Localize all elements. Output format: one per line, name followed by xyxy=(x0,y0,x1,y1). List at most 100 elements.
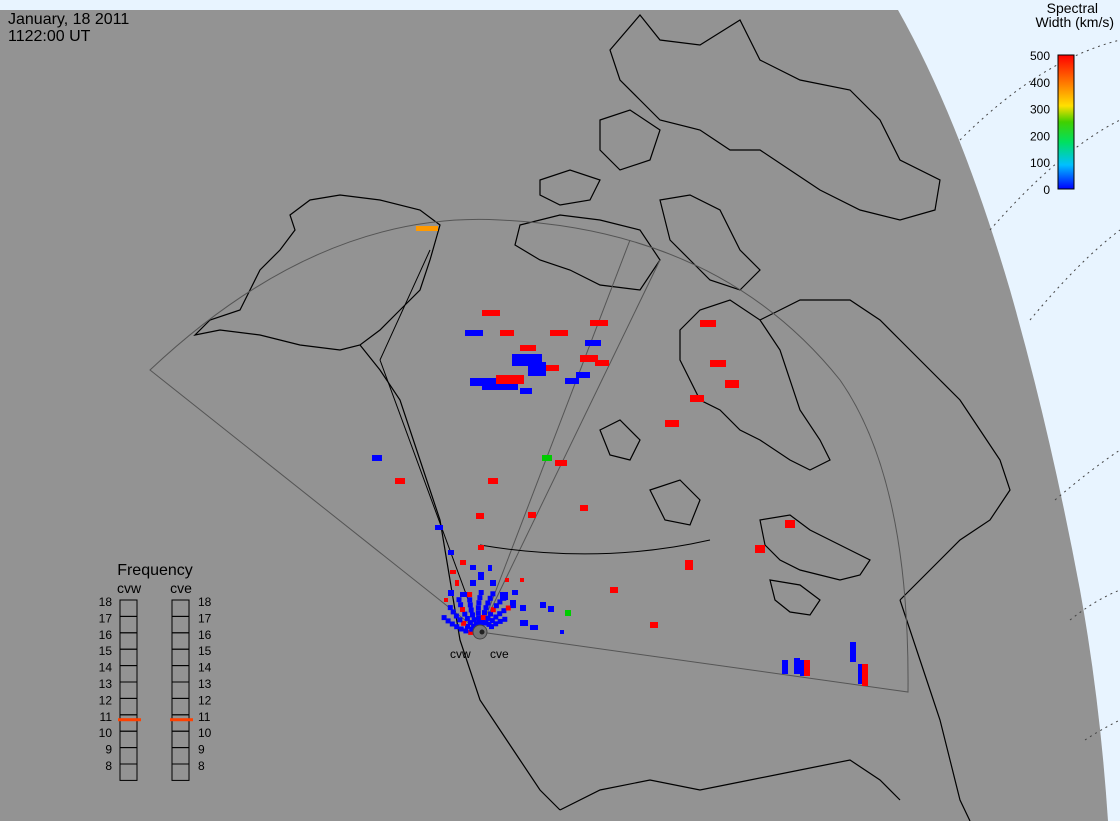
scatter-cell xyxy=(464,616,470,621)
scatter-cell xyxy=(456,597,462,603)
colorbar-tick-label: 300 xyxy=(1030,103,1050,117)
radar-site-dot xyxy=(479,629,485,635)
scatter-cell xyxy=(488,611,493,617)
scatter-cell xyxy=(610,587,618,593)
colorbar-tick-label: 400 xyxy=(1030,76,1050,90)
scatter-cell xyxy=(467,620,473,626)
scatter-cell xyxy=(565,610,571,616)
scatter-cell xyxy=(450,570,456,574)
scatter-cell xyxy=(794,658,800,674)
colorbar-title-line1: Spectral xyxy=(1047,0,1098,16)
scatter-cell xyxy=(448,590,454,596)
scatter-cell xyxy=(470,612,475,618)
frequency-col-cvw: cvw xyxy=(117,580,142,596)
scatter-cell xyxy=(685,560,693,570)
scatter-cell xyxy=(550,330,568,336)
scatter-cell xyxy=(580,505,588,511)
scatter-cell xyxy=(490,607,496,613)
scatter-cell xyxy=(465,623,470,629)
frequency-tick-right: 13 xyxy=(198,677,212,691)
scatter-cell xyxy=(545,365,559,371)
scatter-cell xyxy=(497,611,503,617)
scatter-cell xyxy=(510,603,516,609)
scatter-cell xyxy=(460,592,468,597)
scatter-cell xyxy=(530,625,538,630)
scatter-cell xyxy=(458,602,464,608)
scatter-cell xyxy=(475,605,481,611)
scatter-cell xyxy=(457,617,463,623)
scatter-cell xyxy=(444,598,448,602)
scatter-cell xyxy=(804,660,810,676)
scatter-cell xyxy=(585,340,601,346)
scatter-cell xyxy=(493,621,499,627)
backscatter-cells xyxy=(372,226,868,686)
scatter-cell xyxy=(595,360,609,366)
scatter-cell xyxy=(445,618,451,624)
scatter-cell xyxy=(471,623,477,629)
frequency-tick-left: 18 xyxy=(99,595,113,609)
scatter-cell xyxy=(461,620,467,626)
colorbar: Spectral Width (km/s) 500 400 300 200 100 0 xyxy=(1030,0,1114,197)
scatter-cell xyxy=(700,320,716,327)
scatter-cell xyxy=(560,630,564,634)
scatter-cell xyxy=(520,620,528,626)
colorbar-title-line2: Width (km/s) xyxy=(1035,14,1114,30)
frequency-tick-left: 16 xyxy=(99,628,113,642)
scatter-cell xyxy=(447,605,453,611)
scatter-cell xyxy=(483,605,489,611)
scatter-cell xyxy=(460,607,465,612)
frequency-tick-left: 9 xyxy=(105,743,112,757)
scatter-cell xyxy=(454,624,460,630)
scatter-cell xyxy=(485,615,491,621)
time-label: 1122:00 UT xyxy=(8,28,91,45)
frequency-panel: Frequency cvw cve 18 18 17 17 16 16 15 15 14 14 13… xyxy=(99,562,212,781)
frequency-marker-cvw xyxy=(118,718,141,722)
scatter-cell xyxy=(493,603,499,609)
scatter-cell xyxy=(476,513,484,519)
coastlines xyxy=(193,14,1011,821)
scatter-cell xyxy=(501,608,507,614)
grid-lines xyxy=(959,39,1120,741)
scatter-cell xyxy=(473,621,479,627)
scatter-cell xyxy=(482,380,518,390)
scatter-cell xyxy=(478,590,484,595)
scatter-cell xyxy=(501,595,507,601)
frequency-tick-right: 16 xyxy=(198,628,212,642)
scatter-cell xyxy=(470,580,476,586)
scatter-cell xyxy=(460,560,466,565)
scatter-cell xyxy=(520,388,532,394)
scatter-cell xyxy=(467,592,473,597)
scatter-cell xyxy=(476,620,482,626)
frequency-tick-right: 15 xyxy=(198,644,212,658)
scatter-cell xyxy=(520,578,524,582)
scatter-cell xyxy=(505,605,511,611)
scatter-cell xyxy=(470,565,476,570)
scatter-cell xyxy=(528,512,536,518)
scatter-cell xyxy=(441,615,447,621)
scatter-cell xyxy=(372,455,382,461)
colorbar-ticks: 500 400 300 200 100 0 xyxy=(1030,49,1050,197)
scatter-cell xyxy=(478,572,484,580)
scatter-cell xyxy=(520,345,536,351)
scatter-cell xyxy=(782,660,788,674)
frequency-tick-left: 13 xyxy=(99,677,113,691)
frequency-tick-right: 12 xyxy=(198,693,212,707)
frequency-title: Frequency xyxy=(117,562,193,579)
colorbar-gradient xyxy=(1057,54,1075,190)
frequency-tick-left: 8 xyxy=(105,759,112,773)
scatter-cell xyxy=(540,602,546,608)
scatter-cell xyxy=(489,624,494,630)
frequency-marker-cve xyxy=(170,718,193,722)
frequency-tick-right: 17 xyxy=(198,611,212,625)
frequency-tick-left: 10 xyxy=(99,726,113,740)
scatter-cell xyxy=(471,617,477,623)
scatter-cell xyxy=(850,642,856,662)
scatter-cell xyxy=(435,525,443,530)
radar-fov xyxy=(149,218,909,693)
frequency-tick-left: 11 xyxy=(100,710,113,724)
frequency-cell xyxy=(119,763,138,781)
scatter-cell xyxy=(490,580,496,586)
scatter-cell xyxy=(480,615,486,620)
